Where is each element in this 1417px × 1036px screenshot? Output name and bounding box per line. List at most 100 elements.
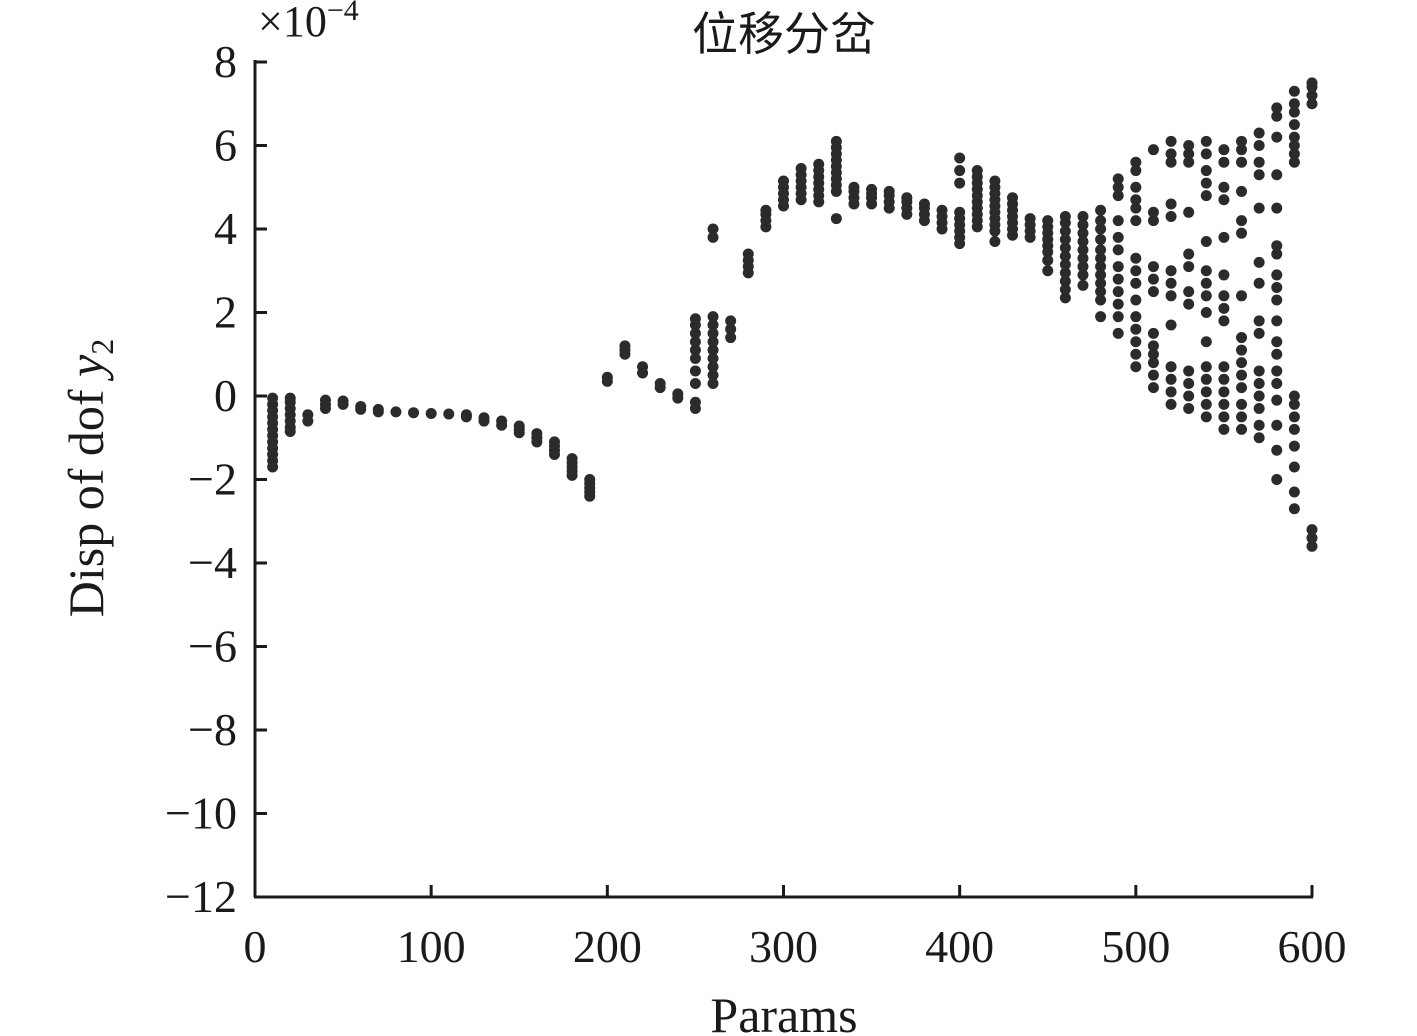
data-point <box>689 377 701 389</box>
chart-title: 位移分岔 <box>692 7 876 61</box>
data-point <box>1200 386 1212 398</box>
y-tick-label: 4 <box>214 203 237 254</box>
data-point <box>1236 382 1248 394</box>
data-point <box>1095 252 1107 264</box>
data-point <box>1271 419 1283 431</box>
data-point <box>1271 348 1283 360</box>
data-point <box>672 388 684 400</box>
data-point <box>1095 286 1107 298</box>
data-point <box>954 177 966 189</box>
data-point <box>302 415 314 427</box>
data-point <box>1165 361 1177 373</box>
data-point <box>1165 135 1177 147</box>
data-point <box>1112 261 1124 273</box>
data-point <box>478 415 490 427</box>
data-point <box>1288 390 1300 402</box>
data-point <box>918 198 930 210</box>
data-point <box>1218 144 1230 156</box>
data-point <box>1253 390 1265 402</box>
data-point <box>1183 286 1195 298</box>
data-point <box>1218 194 1230 206</box>
y-axis-label: Disp of dof y2 <box>58 339 120 617</box>
data-point <box>496 419 508 431</box>
data-point <box>1183 390 1195 402</box>
data-point <box>1271 336 1283 348</box>
data-point <box>1253 327 1265 339</box>
data-point <box>1165 319 1177 331</box>
data-point <box>1183 365 1195 377</box>
data-point <box>1236 344 1248 356</box>
data-point <box>1095 215 1107 227</box>
data-point <box>1183 298 1195 310</box>
data-point <box>1200 265 1212 277</box>
data-point <box>548 448 560 460</box>
data-point <box>1236 135 1248 147</box>
data-point <box>1147 327 1159 339</box>
data-point <box>425 408 437 420</box>
x-tick-label: 200 <box>573 921 642 972</box>
data-point <box>707 327 719 339</box>
data-point <box>1095 277 1107 289</box>
data-point <box>1253 256 1265 268</box>
data-point <box>1183 377 1195 389</box>
data-point <box>1271 169 1283 181</box>
y-multiplier-prefix: ×10 <box>258 0 327 46</box>
data-point <box>936 204 948 216</box>
y-tick-label: −6 <box>188 621 237 672</box>
data-point <box>1271 315 1283 327</box>
data-point <box>408 407 420 419</box>
data-point <box>1306 89 1318 101</box>
data-point <box>1165 198 1177 210</box>
data-point <box>1218 398 1230 410</box>
data-point <box>1253 156 1265 168</box>
data-point <box>1271 131 1283 143</box>
data-point <box>1165 210 1177 222</box>
data-point <box>1095 269 1107 281</box>
data-point <box>1218 315 1230 327</box>
x-tick-label: 0 <box>244 921 267 972</box>
data-point <box>1200 290 1212 302</box>
data-point <box>1236 215 1248 227</box>
data-point <box>1200 373 1212 385</box>
data-point <box>1130 361 1142 373</box>
data-point <box>689 365 701 377</box>
data-point <box>1236 156 1248 168</box>
data-point <box>707 223 719 235</box>
y-tick-label: −8 <box>188 704 237 755</box>
y-ticks: 8 6 4 2 0 −2 −4 −6 −8 −10 −12 <box>165 36 267 922</box>
data-point <box>1130 215 1142 227</box>
data-point <box>1218 231 1230 243</box>
data-point <box>760 204 772 216</box>
data-point <box>1130 294 1142 306</box>
data-point <box>1236 411 1248 423</box>
data-point <box>1218 156 1230 168</box>
data-point <box>513 427 525 439</box>
data-point <box>1288 106 1300 118</box>
data-point <box>355 403 367 415</box>
data-point <box>1112 190 1124 202</box>
data-point <box>1183 248 1195 260</box>
data-point <box>443 408 455 420</box>
y-tick-label: −4 <box>188 537 237 588</box>
data-point <box>1218 373 1230 385</box>
data-point <box>725 315 737 327</box>
data-point <box>1253 169 1265 181</box>
data-point <box>707 231 719 243</box>
data-point <box>1253 127 1265 139</box>
data-point <box>1130 265 1142 277</box>
data-point <box>1271 269 1283 281</box>
data-point <box>1253 432 1265 444</box>
data-point <box>1112 286 1124 298</box>
data-point <box>1288 423 1300 435</box>
data-point <box>1147 369 1159 381</box>
data-point <box>1288 119 1300 131</box>
y-multiplier-exponent: −4 <box>327 0 359 27</box>
data-point <box>1236 144 1248 156</box>
data-point <box>1112 311 1124 323</box>
data-point <box>742 248 754 260</box>
data-point <box>637 361 649 373</box>
data-point <box>1165 156 1177 168</box>
data-point <box>725 323 737 335</box>
data-point <box>830 213 842 225</box>
data-point <box>1165 398 1177 410</box>
